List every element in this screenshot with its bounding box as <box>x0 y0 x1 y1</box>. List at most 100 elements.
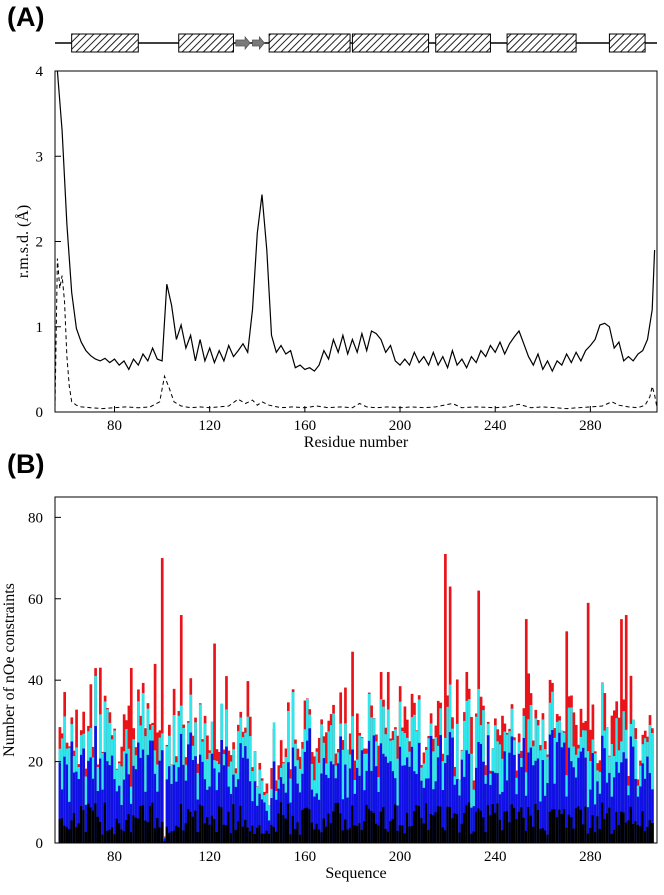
ss-helix <box>435 33 491 53</box>
noe-bar-blue <box>229 793 233 843</box>
noe-bar-cyan <box>144 736 147 843</box>
noe-bar-black <box>208 824 212 843</box>
noe-bar-black <box>501 830 504 843</box>
noe-bar-blue <box>370 770 373 843</box>
noe-bar-black <box>217 806 221 843</box>
noe-axis-ticks: 80 120 160 200 240 280 0 20 40 60 80 <box>28 510 602 865</box>
noe-bar-blue <box>417 742 421 843</box>
noe-plot-frame <box>54 496 658 844</box>
noe-bar-blue <box>75 771 78 843</box>
noe-bar-black <box>277 813 281 843</box>
noe-bar-blue <box>325 774 328 843</box>
noe-bar-blue <box>651 789 654 843</box>
noe-bar-black <box>377 825 381 843</box>
noe-bar-black <box>551 809 554 843</box>
noe-y-tick-label: 80 <box>28 510 43 526</box>
noe-bar-blue <box>163 838 166 843</box>
noe-bar-blue <box>646 756 649 843</box>
noe-bar-blue <box>372 735 376 843</box>
noe-bar-blue <box>129 803 133 843</box>
noe-bar-black <box>515 819 519 843</box>
noe-bar-black <box>522 817 526 843</box>
noe-bar-black <box>558 809 561 843</box>
noe-bar-black <box>591 815 595 843</box>
rmsd-x-tick-label: 120 <box>198 418 221 434</box>
noe-bar-blue <box>348 768 352 843</box>
noe-bar-black <box>134 817 138 843</box>
noe-bar-blue <box>375 766 378 843</box>
noe-bar-blue <box>160 750 164 843</box>
ss-helix <box>178 33 234 53</box>
noe-bar-black <box>139 806 143 843</box>
noe-bar-black <box>248 831 252 843</box>
noe-bar-black <box>434 812 438 843</box>
noe-bar-blue <box>513 754 516 843</box>
noe-bar-black <box>365 804 369 843</box>
noe-bar-red <box>586 602 590 843</box>
noe-bar-black <box>548 811 552 843</box>
noe-bar-black <box>267 833 271 843</box>
noe-bar-black <box>384 828 388 843</box>
noe-bar-blue <box>389 761 392 843</box>
noe-bar-blue <box>125 753 128 843</box>
noe-bar-blue <box>315 793 319 843</box>
noe-bar-black <box>624 822 628 843</box>
noe-bar-blue <box>303 751 307 843</box>
noe-bar-black <box>389 821 392 843</box>
noe-bar-blue <box>58 762 62 843</box>
noe-bar-blue <box>555 742 559 843</box>
noe-bar-black <box>582 824 585 843</box>
noe-bar-blue <box>234 786 238 843</box>
noe-bar-blue <box>118 785 121 843</box>
noe-bar-black <box>363 821 366 843</box>
noe-bar-black <box>108 829 112 843</box>
noe-x-tick-label: 160 <box>294 849 317 865</box>
noe-bar-black <box>334 802 338 843</box>
noe-bar-blue <box>287 762 290 843</box>
noe-bar-blue <box>82 748 86 843</box>
rmsd-x-tick-label: 80 <box>107 418 122 434</box>
noe-bar-black <box>629 806 633 843</box>
noe-bar-blue <box>636 796 640 843</box>
noe-bar-blue <box>470 807 473 843</box>
noe-bar-black <box>77 823 81 843</box>
noe-bar-black <box>513 807 516 843</box>
noe-bar-blue <box>77 779 81 843</box>
noe-bar-blue <box>275 799 278 843</box>
noe-bar-black <box>651 822 654 843</box>
noe-bar-black <box>160 821 164 843</box>
noe-bar-black <box>420 817 423 843</box>
noe-bar-black <box>141 805 145 843</box>
noe-bar-black <box>394 804 397 843</box>
noe-bar-blue <box>210 753 214 843</box>
noe-bar-blue <box>458 795 461 843</box>
noe-bar-blue <box>620 762 623 843</box>
noe-bar-blue <box>434 781 438 843</box>
noe-bar-blue <box>251 801 254 843</box>
noe-bar-blue <box>563 742 566 843</box>
noe-bar-black <box>498 819 502 843</box>
noe-bar-black <box>115 818 119 843</box>
noe-bar-black <box>403 833 407 843</box>
noe-bar-blue <box>263 802 266 843</box>
noe-bar-blue <box>70 741 74 843</box>
noe-bar-black <box>241 826 245 843</box>
noe-bar-blue <box>536 758 540 843</box>
noe-x-tick-label: 80 <box>107 849 122 865</box>
noe-bar-cyan <box>610 744 614 843</box>
noe-bar-black <box>427 830 431 843</box>
noe-bar-cyan <box>539 750 542 843</box>
noe-bar-black <box>603 819 607 843</box>
noe-bar-black <box>232 804 235 843</box>
noe-bar-black <box>486 805 490 843</box>
noe-bar-black <box>65 827 69 843</box>
noe-bar-black <box>398 825 402 843</box>
rmsd-solid-line <box>56 70 656 373</box>
noe-bar-blue <box>405 757 409 843</box>
noe-bar-black <box>170 831 174 843</box>
noe-bar-blue <box>215 790 219 843</box>
noe-bar-black <box>489 815 492 843</box>
noe-bar-black <box>158 827 162 843</box>
noe-bar-blue <box>68 801 71 843</box>
